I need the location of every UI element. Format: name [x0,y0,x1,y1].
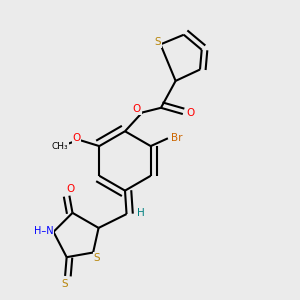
Text: O: O [67,184,75,194]
Text: O: O [187,107,195,118]
Text: S: S [94,253,100,263]
Text: S: S [62,279,68,289]
Text: O: O [132,104,141,114]
Text: O: O [72,133,81,143]
Text: Br: Br [171,133,182,143]
Text: S: S [155,37,161,47]
Text: CH₃: CH₃ [51,142,68,151]
Text: H–N: H–N [34,226,53,236]
Text: H: H [137,208,145,218]
